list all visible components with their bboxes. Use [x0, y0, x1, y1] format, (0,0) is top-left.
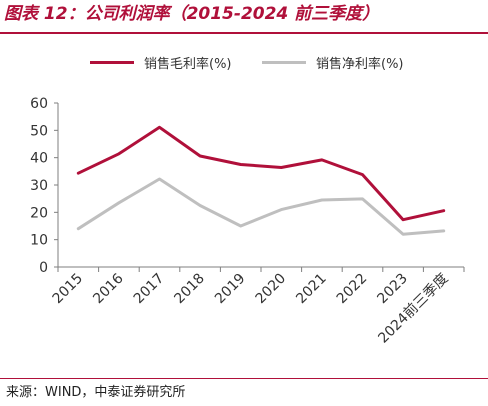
- x-tick-label: 2016: [90, 270, 127, 307]
- x-tick-label: 2023: [374, 271, 411, 308]
- y-tick-label: 30: [30, 178, 48, 194]
- legend-item-gross-margin: 销售毛利率(%): [90, 52, 232, 72]
- y-tick-label: 50: [30, 123, 48, 139]
- x-tick-label: 2024前三季度: [375, 270, 452, 347]
- series-line-gross-margin: [76, 125, 446, 222]
- source-divider: [0, 378, 488, 379]
- legend-item-net-margin: 销售净利率(%): [262, 52, 404, 72]
- x-tick-label: 2018: [171, 271, 208, 308]
- y-tick-label: 40: [30, 151, 48, 167]
- legend-label-gross-margin: 销售毛利率(%): [144, 56, 232, 72]
- x-tick-label: 2015: [50, 271, 87, 308]
- x-tick-label: 2019: [212, 271, 249, 308]
- source-note: 来源：WIND，中泰证券研究所: [6, 385, 186, 400]
- y-tick-label: 10: [30, 233, 48, 249]
- x-tick-label: 2020: [253, 271, 290, 308]
- legend: 销售毛利率(%) 销售净利率(%): [0, 52, 488, 72]
- series-line-net-margin: [76, 177, 446, 236]
- legend-label-net-margin: 销售净利率(%): [316, 56, 404, 72]
- y-tick-label: 60: [30, 96, 48, 112]
- x-tick-label: 2022: [334, 271, 371, 308]
- x-tick-label: 2021: [293, 271, 330, 308]
- x-tick-label: 2017: [131, 271, 168, 308]
- legend-swatch-net-margin: [262, 60, 306, 64]
- legend-swatch-gross-margin: [90, 60, 134, 64]
- y-tick-label: 20: [30, 205, 48, 221]
- chart-title: 图表 12：公司利润率（2015-2024 前三季度）: [4, 4, 380, 24]
- y-tick-label: 0: [39, 260, 48, 276]
- title-divider: [0, 32, 488, 34]
